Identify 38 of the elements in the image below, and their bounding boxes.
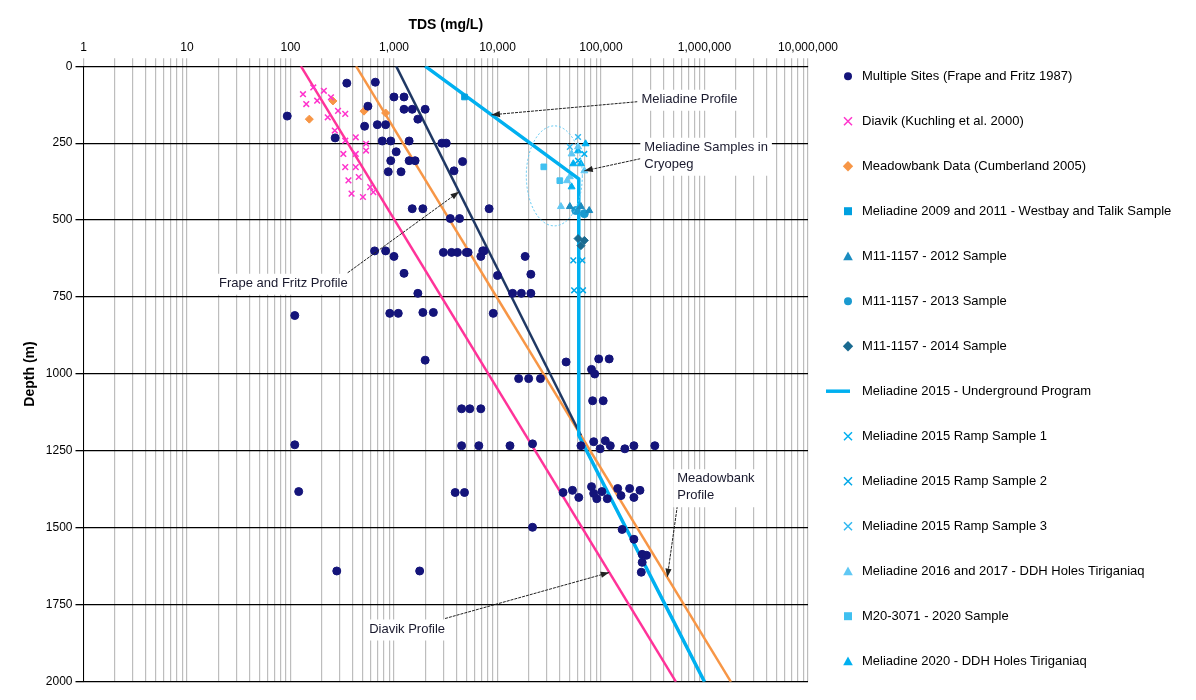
legend-label: Meliadine 2015 Ramp Sample 2 [862,472,1047,488]
legend-label: Meliadine 2015 Ramp Sample 1 [862,427,1047,443]
x-tick-label: 100 [280,40,301,55]
y-tick-label: 2000 [45,674,73,689]
legend-label: Meadowbank Data (Cumberland 2005) [862,157,1087,173]
y-tick-label: 250 [52,135,73,150]
x-tick-label: 1,000 [378,40,410,55]
legend-label: M11-1157 - 2014 Sample [862,337,1007,353]
legend-label: Diavik (Kuchling et al. 2000) [862,112,1024,128]
legend-label: M20-3071 - 2020 Sample [862,607,1009,623]
legend-label: M11-1157 - 2012 Sample [862,247,1007,263]
y-tick-label: 0 [65,58,73,73]
y-tick-label: 1750 [45,597,73,612]
y-axis-title: Depth (m) [21,341,38,407]
annotation: Frape and Fritz Profile [219,274,348,290]
annotation: Meliadine Profile [641,90,738,106]
annotation: Meadowbank Profile [677,470,756,503]
legend-label: Meliadine 2009 and 2011 - Westbay and Talik Sample [862,202,1172,218]
y-tick-label: 1250 [45,443,73,458]
x-tick-label: 10,000 [479,40,517,55]
x-tick-label: 100,000 [579,40,624,55]
x-tick-label: 1 [80,40,88,55]
legend-label: Meliadine 2016 and 2017 - DDH Holes Tiriganiaq [862,562,1145,578]
legend-label: Meliadine 2015 Ramp Sample 3 [862,517,1047,533]
legend-label: Meliadine 2015 - Underground Program [862,382,1092,398]
y-tick-label: 500 [52,212,73,227]
y-tick-label: 1500 [45,520,73,535]
x-tick-label: 10 [180,40,194,55]
y-tick-label: 1000 [45,366,73,381]
legend-label: Multiple Sites (Frape and Fritz 1987) [862,67,1073,83]
annotation: Meliadine Samples in Cryopeg [644,138,768,171]
x-axis-title: TDS (mg/L) [408,16,484,33]
legend-label: M11-1157 - 2013 Sample [862,292,1007,308]
legend-label: Meliadine 2020 - DDH Holes Tiriganiaq [862,652,1087,668]
x-tick-label: 1,000,000 [677,40,732,55]
x-tick-label: 10,000,000 [777,40,839,55]
annotation: Diavik Profile [369,620,446,636]
y-tick-label: 750 [52,289,73,304]
